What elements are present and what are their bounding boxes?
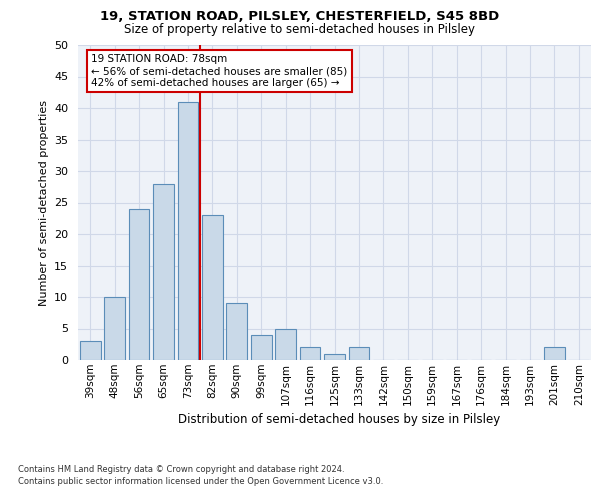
- Bar: [251, 335, 272, 360]
- Text: 19 STATION ROAD: 78sqm
← 56% of semi-detached houses are smaller (85)
42% of sem: 19 STATION ROAD: 78sqm ← 56% of semi-det…: [91, 54, 347, 88]
- Text: Contains HM Land Registry data © Crown copyright and database right 2024.: Contains HM Land Registry data © Crown c…: [18, 465, 344, 474]
- Text: Size of property relative to semi-detached houses in Pilsley: Size of property relative to semi-detach…: [125, 22, 476, 36]
- Bar: [324, 354, 345, 360]
- Bar: [104, 297, 125, 360]
- Text: 19, STATION ROAD, PILSLEY, CHESTERFIELD, S45 8BD: 19, STATION ROAD, PILSLEY, CHESTERFIELD,…: [100, 10, 500, 23]
- Y-axis label: Number of semi-detached properties: Number of semi-detached properties: [38, 100, 49, 306]
- Bar: [202, 215, 223, 360]
- Bar: [226, 304, 247, 360]
- Bar: [80, 341, 101, 360]
- Bar: [275, 328, 296, 360]
- Bar: [299, 348, 320, 360]
- Bar: [544, 348, 565, 360]
- Bar: [128, 209, 149, 360]
- Bar: [153, 184, 174, 360]
- Bar: [178, 102, 199, 360]
- Text: Distribution of semi-detached houses by size in Pilsley: Distribution of semi-detached houses by …: [178, 412, 500, 426]
- Text: Contains public sector information licensed under the Open Government Licence v3: Contains public sector information licen…: [18, 478, 383, 486]
- Bar: [349, 348, 370, 360]
